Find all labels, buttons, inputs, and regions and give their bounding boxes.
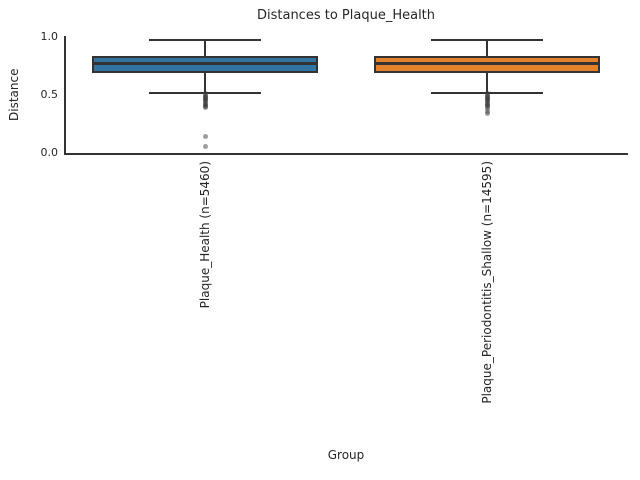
outlier-point-plaque-health-n-5460 <box>202 105 208 111</box>
median-line-plaque-health-n-5460 <box>92 62 318 65</box>
whisker-lower-plaque-periodontitis-shallow-n-14595 <box>486 72 488 93</box>
y-tick-label: 0.0 <box>40 146 59 159</box>
x-axis-label: Group <box>327 448 365 462</box>
y-tick-label: 0.5 <box>40 88 59 101</box>
outlier-point-plaque-health-n-5460 <box>202 134 208 140</box>
whisker-upper-plaque-health-n-5460 <box>204 40 206 56</box>
outlier-point-plaque-health-n-5460 <box>202 143 208 149</box>
whisker-upper-plaque-periodontitis-shallow-n-14595 <box>486 40 488 56</box>
whisker-cap-top-plaque-health-n-5460 <box>148 39 262 42</box>
x-tick-label-plaque-periodontitis-shallow-n-14595: Plaque_Periodontitis_Shallow (n=14595) <box>479 161 494 404</box>
chart-title: Distances to Plaque_Health <box>256 8 436 23</box>
whisker-cap-top-plaque-periodontitis-shallow-n-14595 <box>430 39 544 42</box>
outlier-point-plaque-periodontitis-shallow-n-14595 <box>484 111 490 117</box>
y-axis-spine <box>64 36 66 154</box>
y-tick-label: 1.0 <box>40 30 59 43</box>
x-tick-label-plaque-health-n-5460: Plaque_Health (n=5460) <box>197 161 212 309</box>
whisker-lower-plaque-health-n-5460 <box>204 72 206 93</box>
x-axis-spine <box>64 153 628 155</box>
median-line-plaque-periodontitis-shallow-n-14595 <box>374 62 600 65</box>
